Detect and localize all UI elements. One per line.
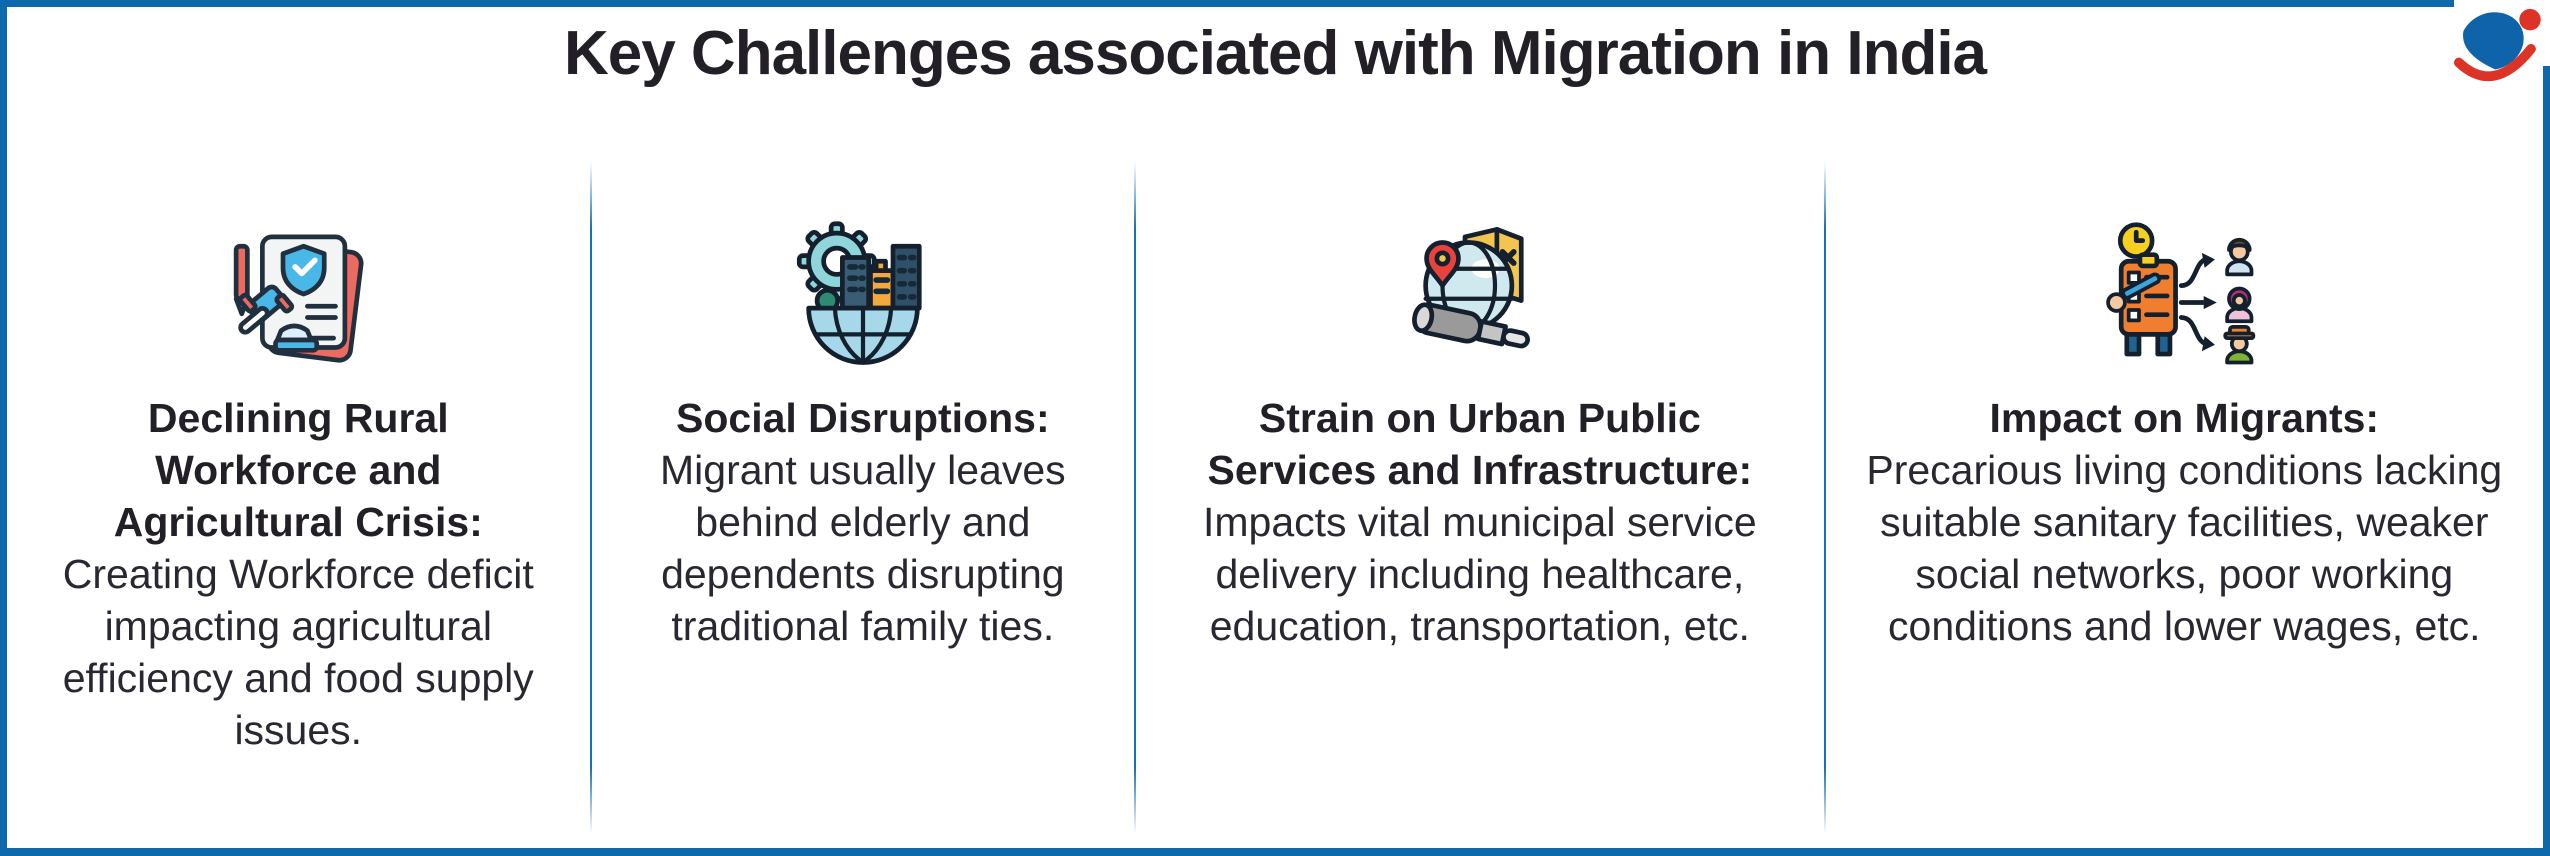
clipboard-schedule-people-icon [2099,220,2269,370]
challenge-card-social-disruptions: Social Disruptions: Migrant usually leav… [592,148,1135,848]
column-divider [1823,162,1826,834]
challenges-row: Declining Rural Workforce and Agricultur… [7,148,2543,848]
globe-city-gear-icon [783,220,943,370]
policy-document-icon [218,220,378,370]
challenge-heading: Strain on Urban Public Services and Infr… [1207,395,1753,494]
challenge-card-urban-infrastructure: Strain on Urban Public Services and Infr… [1136,148,1823,848]
challenge-text: Impact on Migrants: Precarious living co… [1857,392,2512,652]
challenge-text: Social Disruptions: Migrant usually leav… [640,392,1085,652]
globe-map-telescope-icon [1400,220,1560,370]
challenge-body: Creating Workforce deficit impacting agr… [62,551,534,754]
frame-border-left [0,0,7,856]
challenge-heading: Declining Rural Workforce and Agricultur… [113,395,483,546]
challenge-body: Precarious living conditions lacking sui… [1866,447,2503,650]
page-title: Key Challenges associated with Migration… [563,19,1987,88]
frame-border-top [0,0,2454,7]
column-divider [1134,162,1137,834]
challenge-text: Declining Rural Workforce and Agricultur… [46,392,551,756]
frame-border-bottom [0,848,2550,856]
challenge-card-impact-on-migrants: Impact on Migrants: Precarious living co… [1826,148,2543,848]
challenge-heading: Social Disruptions: [676,395,1050,441]
challenge-text: Strain on Urban Public Services and Infr… [1175,392,1785,652]
challenge-heading: Impact on Migrants: [1989,395,2380,441]
challenge-body: Migrant usually leaves behind elderly an… [660,447,1066,650]
frame-border-right [2543,66,2550,856]
brand-logo [2442,6,2542,84]
challenge-card-rural-workforce: Declining Rural Workforce and Agricultur… [7,148,590,848]
challenge-body: Impacts vital municipal service delivery… [1203,499,1757,650]
column-divider [589,162,592,834]
